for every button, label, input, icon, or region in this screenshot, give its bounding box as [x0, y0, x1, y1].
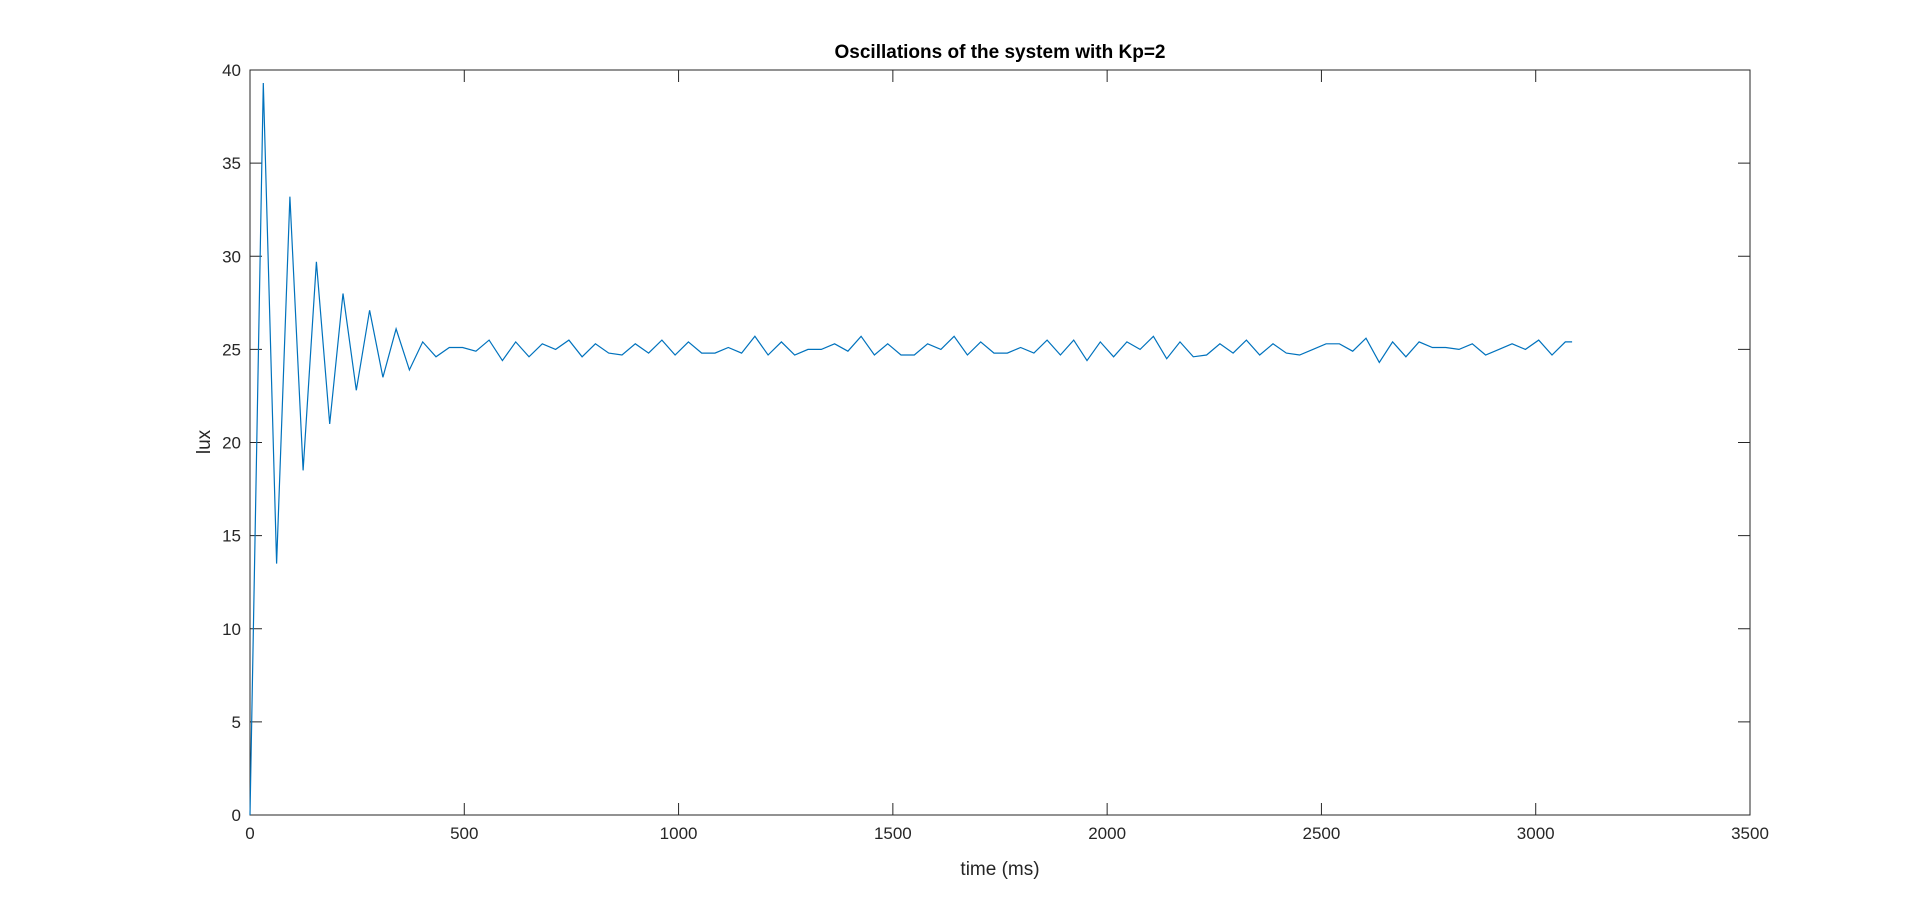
- x-tick-label: 3000: [1517, 824, 1555, 843]
- y-tick-label: 35: [222, 154, 241, 173]
- y-tick-label: 0: [232, 806, 241, 825]
- series-line: [249, 82, 1573, 816]
- y-tick-label: 20: [222, 434, 241, 453]
- y-axis-label: lux: [194, 429, 215, 454]
- x-tick-label: 1000: [660, 824, 698, 843]
- x-tick-label: 500: [450, 824, 478, 843]
- x-tick-label: 3500: [1731, 824, 1769, 843]
- x-tick-label: 1500: [874, 824, 912, 843]
- y-tick-label: 30: [222, 247, 241, 266]
- tick-labels-group: 0 500 1000 1500 2000 2500 3000 3500 0 5 10 15 20 25 30…: [222, 61, 1769, 843]
- x-tick-label: 0: [245, 824, 254, 843]
- x-tick-label: 2500: [1303, 824, 1341, 843]
- y-tick-label: 40: [222, 61, 241, 80]
- y-tick-label: 15: [222, 527, 241, 546]
- y-tick-label: 5: [232, 713, 241, 732]
- plot-area: [249, 69, 1751, 816]
- chart-title: Oscillations of the system with Kp=2: [835, 42, 1166, 63]
- y-tick-label: 10: [222, 620, 241, 639]
- y-tick-label: 25: [222, 340, 241, 359]
- x-axis-label: time (ms): [960, 859, 1039, 880]
- x-tick-label: 2000: [1088, 824, 1126, 843]
